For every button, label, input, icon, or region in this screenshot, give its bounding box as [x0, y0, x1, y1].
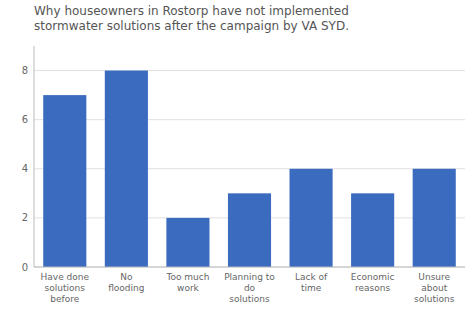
grid-line	[34, 119, 465, 120]
y-tick-label: 8	[22, 65, 28, 76]
bar	[290, 169, 333, 267]
x-tick-label: Unsureaboutsolutions	[414, 272, 455, 304]
bar	[351, 193, 394, 267]
bar	[105, 71, 148, 267]
grid-line	[34, 70, 465, 71]
grid	[34, 71, 465, 267]
bars	[43, 71, 456, 267]
x-tick-label: Noflooding	[108, 272, 144, 293]
x-tick-label: Too muchwork	[165, 272, 209, 293]
chart-container: Why houseowners in Rostorp have not impl…	[0, 0, 475, 311]
bar	[228, 193, 271, 267]
x-axis-line	[34, 267, 465, 268]
y-tick-label: 2	[22, 212, 28, 223]
bar	[43, 95, 86, 267]
bar	[166, 218, 209, 267]
grid-line	[34, 267, 465, 268]
y-tick-label: 0	[22, 262, 28, 273]
chart-svg: Why houseowners in Rostorp have not impl…	[0, 0, 475, 311]
grid-line	[34, 168, 465, 169]
y-tick-label: 4	[22, 163, 28, 174]
y-tick-label: 6	[22, 114, 28, 125]
bar	[413, 169, 456, 267]
x-tick-label: Have donesolutionsbefore	[41, 272, 90, 304]
x-tick-label: Economicreasons	[351, 272, 395, 293]
x-tick-label: Lack oftime	[295, 272, 328, 293]
x-tick-label: Planning todosolutions	[224, 272, 275, 304]
y-axis-line	[34, 46, 35, 267]
title: Why houseowners in Rostorp have not impl…	[34, 4, 349, 33]
